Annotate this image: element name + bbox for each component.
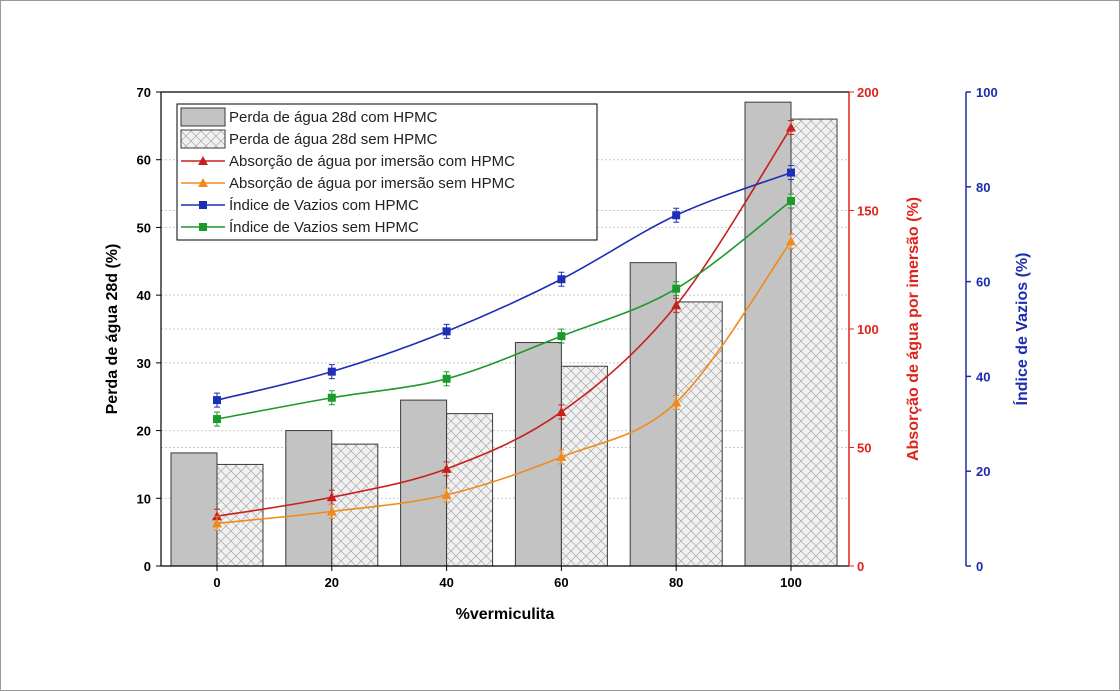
x-tick-label: 40 xyxy=(439,575,453,590)
legend-swatch xyxy=(180,129,226,149)
y-left-tick-label: 60 xyxy=(137,153,151,168)
bar-com-hpmc xyxy=(170,452,218,567)
square-marker xyxy=(442,327,451,336)
y-right2-tick-label: 100 xyxy=(976,85,998,100)
y-right1-tick-label: 0 xyxy=(857,559,864,574)
x-tick-label: 80 xyxy=(669,575,683,590)
y-left-tick-label: 20 xyxy=(137,424,151,439)
y-right1-axis-title: Absorção de água por imersão (%) xyxy=(905,197,922,461)
y-left-tick-label: 70 xyxy=(137,85,151,100)
y-left-axis-title: Perda de água 28d (%) xyxy=(104,244,121,415)
legend-square-marker xyxy=(199,201,207,209)
triangle-marker xyxy=(326,492,337,502)
bar-com-hpmc xyxy=(400,399,448,567)
square-marker xyxy=(557,332,566,341)
y-left-tick-label: 30 xyxy=(137,356,151,371)
square-marker xyxy=(672,284,681,293)
bar-sem-hpmc xyxy=(560,365,608,567)
legend-label: Perda de água 28d com HPMC xyxy=(229,109,438,126)
triangle-marker xyxy=(556,451,567,461)
triangle-marker xyxy=(326,506,337,516)
series-line-3 xyxy=(216,200,792,420)
y-left-tick-label: 40 xyxy=(137,288,151,303)
y-right2-tick-label: 40 xyxy=(976,369,990,384)
y-right1-tick-label: 150 xyxy=(857,204,879,219)
square-marker xyxy=(213,396,221,405)
y-left-tick-label: 0 xyxy=(144,559,151,574)
legend-label: Índice de Vazios com HPMC xyxy=(229,197,419,214)
triangle-marker xyxy=(786,122,796,132)
legend-triangle-marker xyxy=(198,156,208,165)
x-tick-label: 20 xyxy=(325,575,339,590)
bar-sem-hpmc xyxy=(446,413,494,567)
square-marker xyxy=(327,367,336,376)
legend-label: Absorção de água por imersão sem HPMC xyxy=(229,175,515,192)
triangle-marker xyxy=(212,518,222,528)
y-right2-tick-label: 0 xyxy=(976,559,983,574)
square-marker xyxy=(327,393,336,402)
square-marker xyxy=(213,415,221,424)
legend-triangle-marker xyxy=(198,178,208,187)
triangle-marker xyxy=(441,489,452,499)
legend-square-marker xyxy=(199,223,207,231)
legend-label: Perda de água 28d sem HPMC xyxy=(229,131,438,148)
square-marker xyxy=(787,168,795,177)
legend-swatch xyxy=(180,107,226,127)
y-right2-axis-title: Índice de Vazios (%) xyxy=(1012,253,1031,406)
y-right2-tick-label: 60 xyxy=(976,275,990,290)
y-right1-tick-label: 100 xyxy=(857,322,879,337)
y-left-tick-label: 10 xyxy=(137,491,151,506)
x-tick-label: 60 xyxy=(554,575,568,590)
triangle-marker xyxy=(556,406,567,416)
bar-sem-hpmc xyxy=(790,118,838,567)
series-line-2 xyxy=(216,171,792,401)
x-tick-label: 0 xyxy=(213,575,220,590)
legend-label: Índice de Vazios sem HPMC xyxy=(229,219,419,236)
legend-box xyxy=(176,103,598,241)
x-tick-label: 100 xyxy=(780,575,802,590)
y-right1-tick-label: 200 xyxy=(857,85,879,100)
triangle-marker xyxy=(671,300,682,310)
y-right2-tick-label: 20 xyxy=(976,464,990,479)
y-left-tick-label: 50 xyxy=(137,220,151,235)
triangle-marker xyxy=(671,397,682,407)
bar-sem-hpmc xyxy=(675,301,723,567)
square-marker xyxy=(442,374,451,383)
bar-com-hpmc xyxy=(744,101,792,567)
triangle-marker xyxy=(786,236,796,246)
y-right2-tick-label: 80 xyxy=(976,180,990,195)
square-marker xyxy=(787,197,795,206)
x-axis-title: %vermiculita xyxy=(456,606,555,623)
y-right1-tick-label: 50 xyxy=(857,441,871,456)
square-marker xyxy=(557,275,566,284)
bar-com-hpmc xyxy=(514,342,562,567)
triangle-marker xyxy=(212,511,222,521)
legend-label: Absorção de água por imersão com HPMC xyxy=(229,153,515,170)
square-marker xyxy=(672,211,681,220)
triangle-marker xyxy=(441,463,452,473)
bar-sem-hpmc xyxy=(331,443,379,567)
